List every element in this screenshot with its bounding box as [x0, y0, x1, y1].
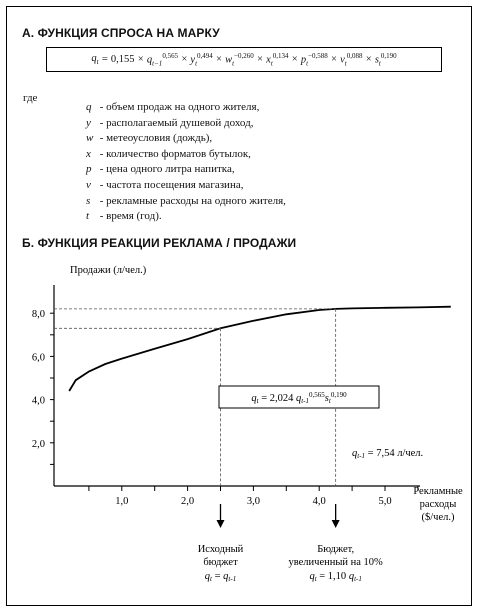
- formula-lhs: qt: [91, 52, 99, 67]
- increased-budget-label: Бюджет,: [317, 544, 354, 555]
- y-tick-label: 4,0: [32, 396, 45, 407]
- increased-budget-label: увеличенный на 10%: [289, 557, 384, 568]
- formula-term: yt0,494: [190, 51, 213, 68]
- definition-symbol: s: [86, 194, 91, 207]
- initial-budget-label: Исходный: [198, 544, 244, 555]
- definition-text: - время (год).: [97, 210, 162, 223]
- page-frame: [6, 6, 472, 606]
- definition-item: q - объем продаж на одного жителя,: [86, 100, 286, 116]
- formula-const: 0,155: [110, 54, 135, 65]
- demand-formula: qt = 0,155 × qt−10,565 × yt0,494 × wt−0,…: [91, 51, 397, 68]
- definition-text: - количество форматов бутылок,: [97, 147, 251, 160]
- response-formula-box: [218, 385, 380, 409]
- definition-item: x - количество форматов бутылок,: [86, 147, 286, 163]
- formula-term: st0,190: [374, 51, 397, 68]
- definition-symbol: v: [86, 178, 91, 191]
- definition-symbol: t: [86, 210, 90, 223]
- response-curve: [68, 305, 451, 392]
- definition-symbol: y: [86, 116, 91, 129]
- x-axis-label: расходы: [420, 499, 457, 510]
- x-tick-label: 5,0: [378, 496, 391, 507]
- where-label: где: [23, 92, 38, 104]
- increased-budget-formula: qt = 1,10 qt-1: [309, 571, 361, 583]
- section-a-title: А. ФУНКЦИЯ СПРОСА НА МАРКУ: [22, 26, 220, 40]
- initial-budget-label: бюджет: [203, 557, 238, 568]
- definition-text: - рекламные расходы на одного жителя,: [97, 194, 286, 207]
- x-axis-label: ($/чел.): [422, 512, 455, 523]
- definition-item: y - располагаемый душевой доход,: [86, 116, 286, 132]
- definition-text: - метеоусловия (дождь),: [97, 132, 213, 145]
- initial-budget-formula: qt = qt-1: [205, 571, 236, 583]
- formula-term: xt0,134: [266, 51, 289, 68]
- definition-symbol: w: [86, 132, 94, 145]
- definition-item: v - частота посещения магазина,: [86, 178, 286, 194]
- definition-symbol: p: [86, 163, 92, 176]
- formula-term: qt−10,565: [146, 51, 179, 68]
- y-tick-label: 8,0: [32, 309, 45, 320]
- definition-item: p - цена одного литра напитка,: [86, 162, 286, 178]
- formula-term: vt0,088: [340, 51, 363, 68]
- y-tick-label: 6,0: [32, 352, 45, 363]
- formula-term: pt−0,588: [300, 51, 328, 68]
- definition-item: t - время (год).: [86, 209, 286, 225]
- definition-text: - объем продаж на одного жителя,: [97, 101, 260, 113]
- x-axis-label: Рекламные: [413, 486, 463, 497]
- y-tick-label: 2,0: [32, 439, 45, 450]
- definitions-list: q - объем продаж на одного жителя, y - ра…: [86, 100, 286, 225]
- x-tick-label: 4,0: [313, 496, 326, 507]
- x-tick-label: 2,0: [181, 496, 194, 507]
- section-b-title: Б. ФУНКЦИЯ РЕАКЦИИ РЕКЛАМА / ПРОДАЖИ: [22, 236, 297, 250]
- budget-arrow-head: [331, 520, 340, 528]
- definition-symbol: x: [86, 147, 91, 160]
- definition-symbol: q: [86, 101, 92, 113]
- demand-formula-box: qt = 0,155 × qt−10,565 × yt0,494 × wt−0,…: [46, 47, 442, 72]
- budget-arrow-head: [216, 520, 225, 528]
- x-tick-label: 1,0: [115, 496, 128, 507]
- x-tick-label: 3,0: [247, 496, 260, 507]
- previous-sales-annotation: qt-1 = 7,54 л/чел.: [352, 448, 423, 460]
- definition-item: s - рекламные расходы на одного жителя,: [86, 194, 286, 210]
- definition-text: - цена одного литра напитка,: [97, 163, 235, 176]
- definition-text: - располагаемый душевой доход,: [97, 116, 254, 129]
- y-axis-label: Продажи (л/чел.): [70, 265, 147, 276]
- definition-item: w - метеоусловия (дождь),: [86, 131, 286, 147]
- definition-text: - частота посещения магазина,: [97, 178, 244, 191]
- formula-term: wt−0,260: [225, 51, 254, 68]
